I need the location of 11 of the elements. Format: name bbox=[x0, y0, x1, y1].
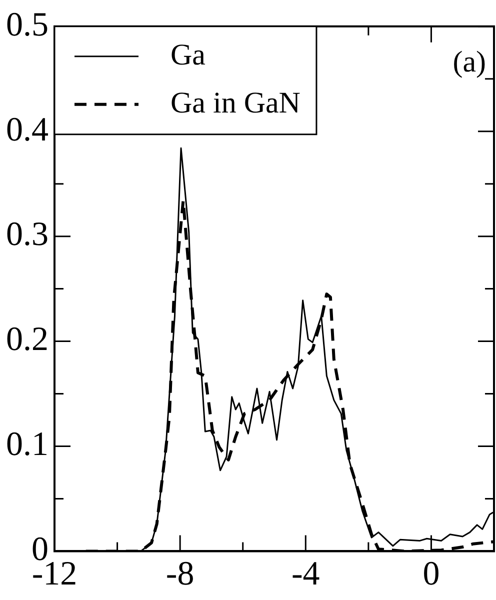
annotation: (a) bbox=[452, 45, 486, 78]
x-tick-label: -4 bbox=[291, 556, 320, 593]
y-tick-label: 0.3 bbox=[6, 216, 48, 254]
y-tick-label: 0.1 bbox=[6, 426, 48, 464]
legend-label: Ga bbox=[170, 38, 206, 72]
y-tick-label: 0.5 bbox=[6, 6, 48, 44]
legend-label: Ga in GaN bbox=[170, 86, 300, 120]
y-tick-label: 0.4 bbox=[6, 111, 48, 148]
y-tick-label: 0.2 bbox=[6, 321, 48, 358]
x-tick-label: -8 bbox=[166, 556, 194, 593]
x-tick-label: 0 bbox=[422, 556, 440, 593]
